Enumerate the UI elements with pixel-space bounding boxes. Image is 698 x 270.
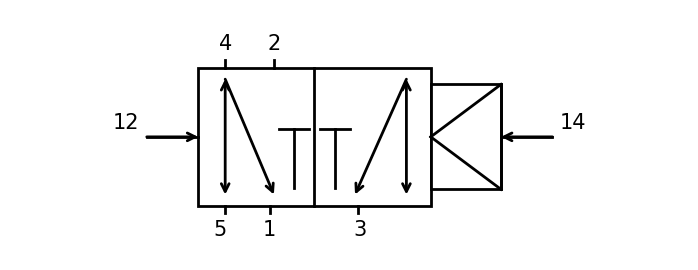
Text: 2: 2 — [267, 34, 281, 54]
Text: 5: 5 — [213, 220, 226, 239]
Polygon shape — [198, 68, 431, 206]
Text: 12: 12 — [113, 113, 140, 133]
Text: 3: 3 — [354, 220, 367, 239]
Text: 14: 14 — [560, 113, 586, 133]
Text: 1: 1 — [263, 220, 276, 239]
Text: 4: 4 — [218, 34, 232, 54]
Polygon shape — [431, 84, 501, 190]
